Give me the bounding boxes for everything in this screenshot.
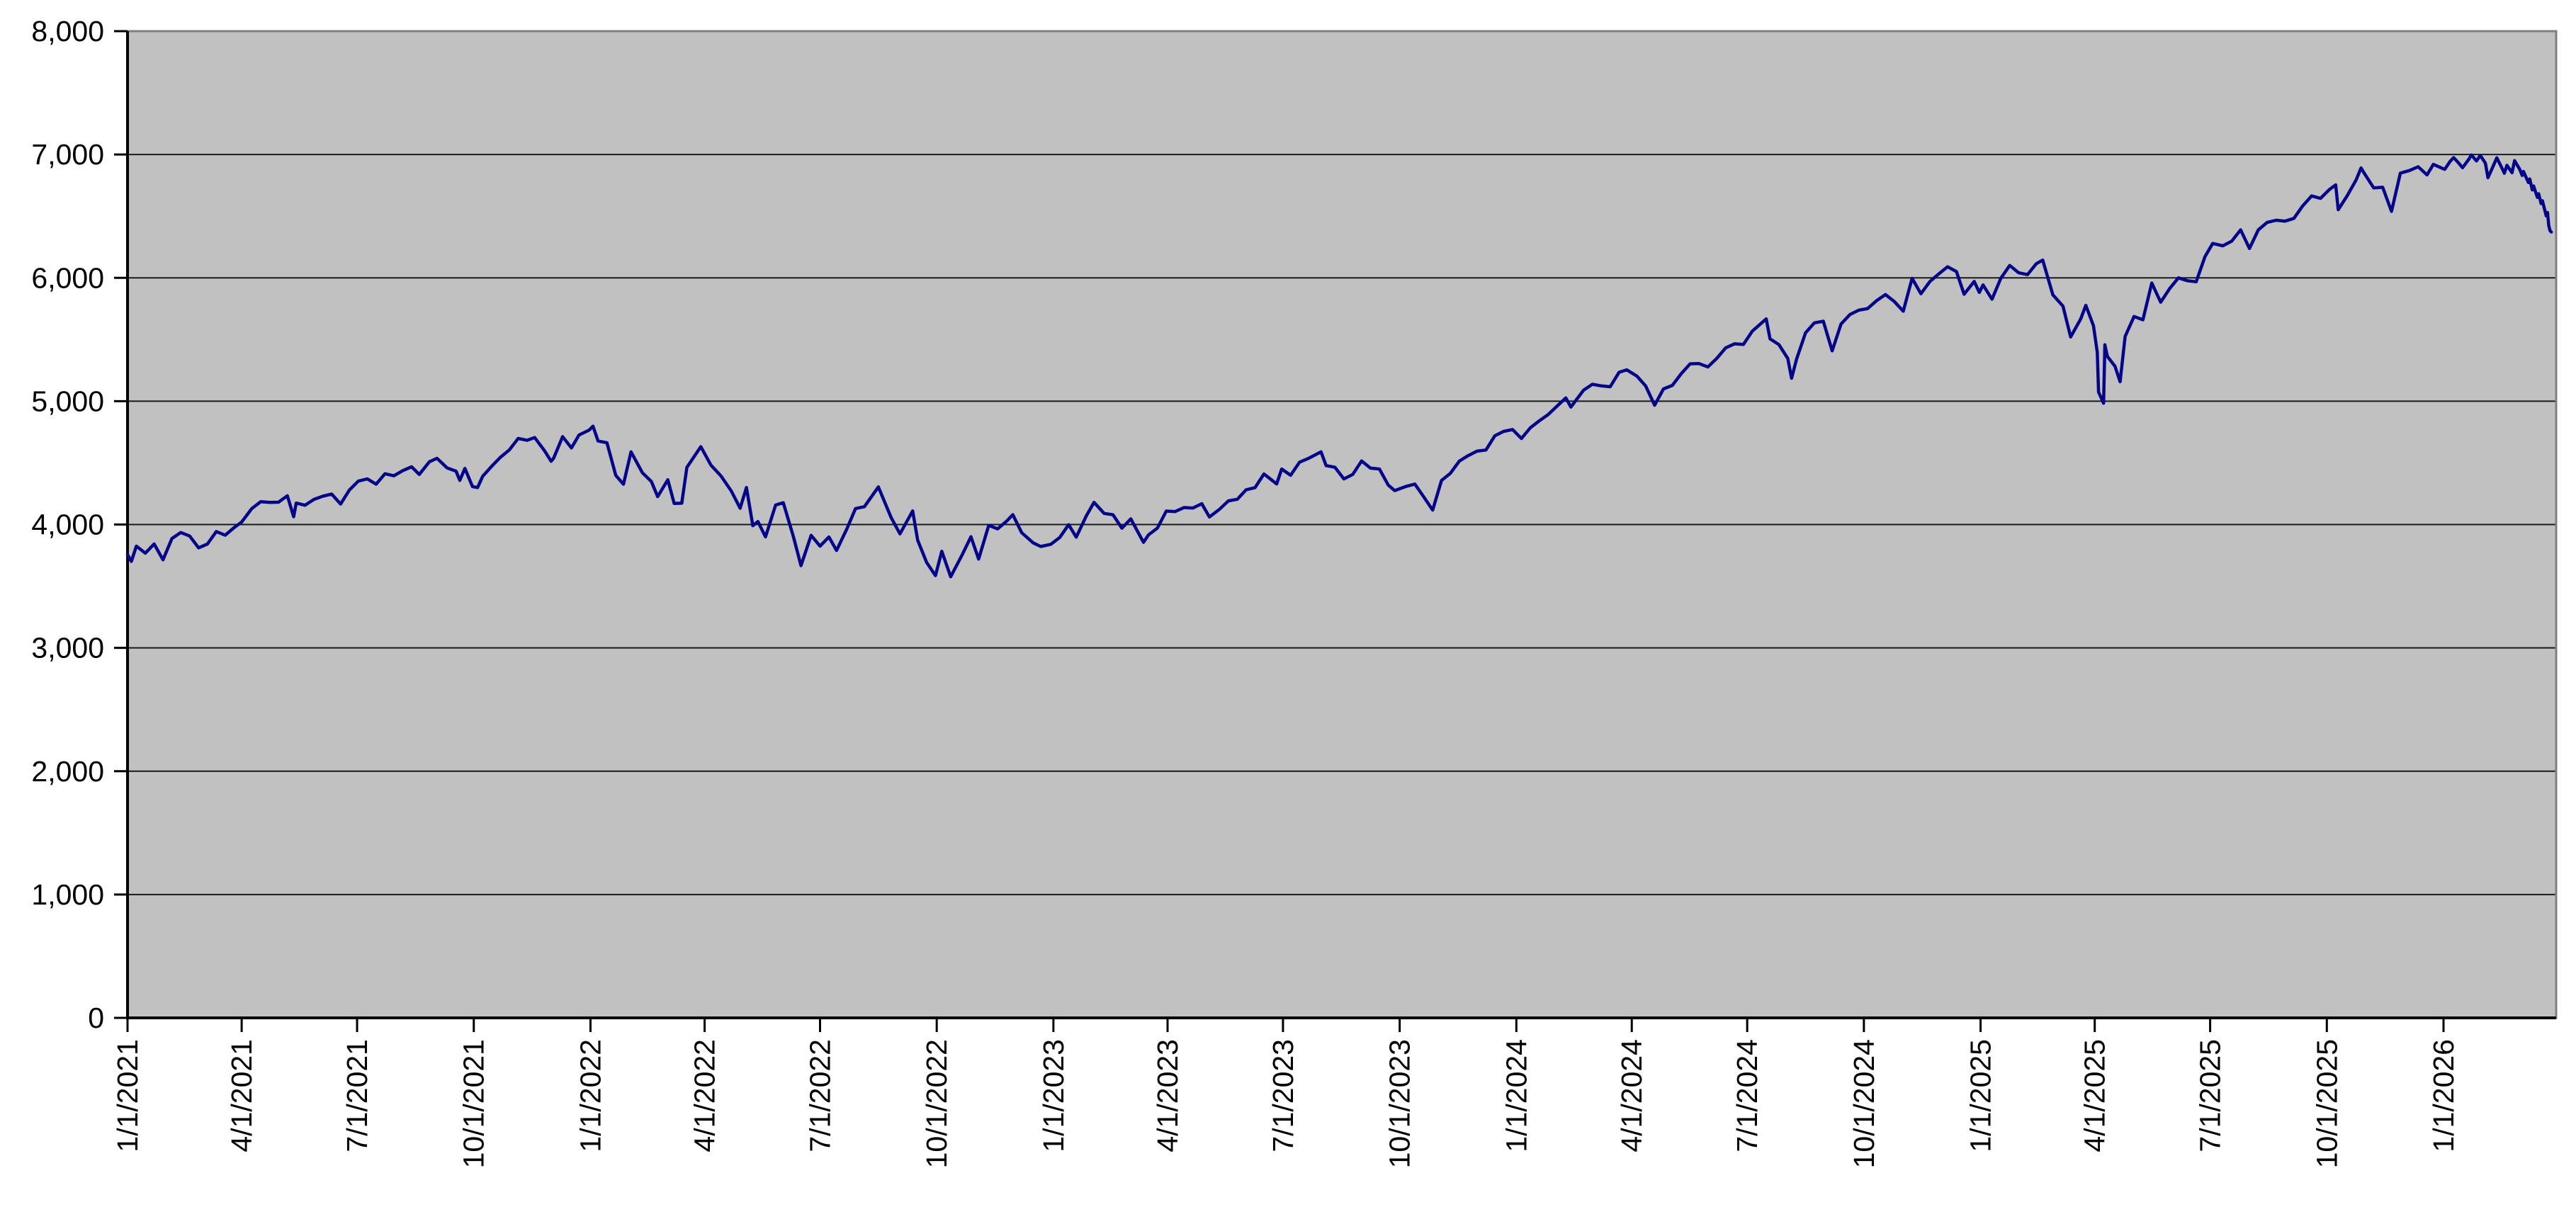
x-axis-tick-label: 4/1/2024 xyxy=(1615,1039,1648,1152)
y-axis-tick-label: 1,000 xyxy=(31,878,104,911)
price-line xyxy=(125,153,2553,579)
x-axis-tick-label: 1/1/2023 xyxy=(1037,1039,1070,1152)
x-axis-tick-label: 10/1/2021 xyxy=(458,1039,490,1168)
x-axis-tick-label: 7/1/2022 xyxy=(803,1039,836,1152)
x-axis-tick-label: 10/1/2025 xyxy=(2310,1039,2343,1168)
y-axis-tick-label: 8,000 xyxy=(31,15,104,47)
x-axis-tick-label: 4/1/2021 xyxy=(225,1039,258,1152)
x-axis-tick-label: 1/1/2022 xyxy=(574,1039,606,1152)
x-axis-tick-label: 1/1/2026 xyxy=(2427,1039,2460,1152)
y-axis-tick-label: 6,000 xyxy=(31,261,104,294)
x-axis-tick-label: 7/1/2023 xyxy=(1267,1039,1299,1152)
x-axis-tick-label: 1/1/2021 xyxy=(111,1039,144,1152)
x-axis-tick-label: 7/1/2025 xyxy=(2194,1039,2227,1152)
x-axis-tick-label: 10/1/2023 xyxy=(1384,1039,1416,1168)
y-axis-tick-label: 0 xyxy=(88,1002,104,1034)
x-axis-tick-label: 7/1/2021 xyxy=(341,1039,373,1152)
x-axis-tick-label: 4/1/2022 xyxy=(689,1039,721,1152)
x-axis-tick-label: 1/1/2024 xyxy=(1500,1039,1532,1152)
x-axis-tick-label: 7/1/2024 xyxy=(1731,1039,1763,1152)
x-axis-tick-label: 4/1/2023 xyxy=(1151,1039,1184,1152)
y-axis-tick-label: 5,000 xyxy=(31,385,104,417)
y-axis-tick-label: 2,000 xyxy=(31,755,104,788)
y-axis-tick-label: 4,000 xyxy=(31,509,104,541)
x-axis-tick-label: 1/1/2025 xyxy=(1965,1039,1997,1152)
y-axis-tick-label: 7,000 xyxy=(31,138,104,171)
x-axis-tick-label: 4/1/2025 xyxy=(2079,1039,2111,1152)
y-axis-tick-label: 3,000 xyxy=(31,632,104,664)
x-axis-tick-label: 10/1/2024 xyxy=(1848,1039,1880,1168)
x-axis-tick-label: 10/1/2022 xyxy=(920,1039,953,1168)
